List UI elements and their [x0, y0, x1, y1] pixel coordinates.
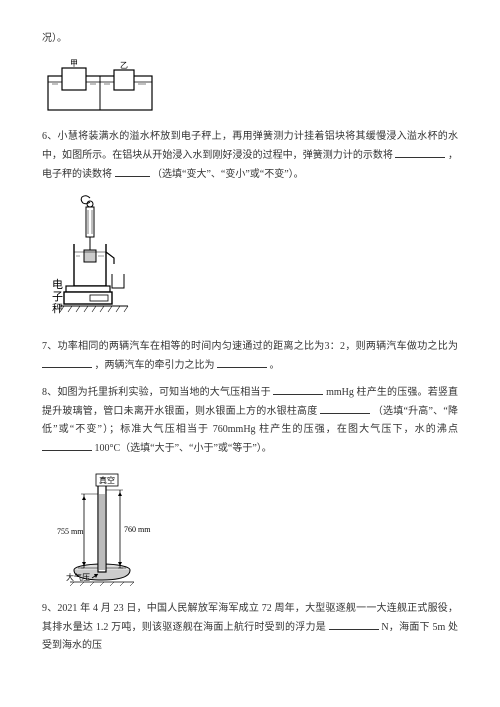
svg-text:755 mm: 755 mm [57, 527, 84, 536]
question-9: 9、2021 年 4 月 23 日，中国人民解放军海军成立 72 周年，大型驱逐… [42, 600, 458, 655]
svg-text:秤: 秤 [52, 302, 63, 315]
svg-text:子: 子 [52, 290, 63, 303]
svg-text:760 mm: 760 mm [124, 525, 151, 534]
q9-blank-1 [329, 618, 379, 630]
fig1-label-yi: 乙 [120, 61, 128, 70]
q7-text-b: ，两辆汽车的牵引力之比为 [95, 360, 215, 371]
q7-blank-1 [42, 356, 92, 368]
q8-blank-1 [273, 383, 323, 395]
q6-text-c: （选填“变大”、“变小”或“不变”）。 [152, 169, 304, 180]
intro-line: 况）。 [42, 30, 458, 48]
fig1-label-jia: 甲 [70, 59, 78, 68]
q6-blank-2 [115, 165, 150, 177]
question-7: 7、功率相同的两辆汽车在相等的时间内匀速通过的距离之比为3：2，则两辆汽车做功之… [42, 338, 458, 375]
q7-text-c: 。 [270, 360, 280, 371]
intro-text: 况）。 [42, 33, 67, 44]
q7-text-a: 7、功率相同的两辆汽车在相等的时间内匀速通过的距离之比为3：2，则两辆汽车做功之… [42, 341, 458, 352]
svg-text:真空: 真空 [99, 475, 115, 485]
q8-text-d: 100°C（选填“大于”、“小于”或“等于”）。 [95, 443, 272, 454]
q8-blank-3 [42, 439, 92, 451]
svg-text:大气压: 大气压 [66, 572, 90, 582]
q8-text-a: 8、如图为托里拆利实验，可知当地的大气压相当于 [42, 387, 271, 398]
q7-blank-2 [217, 356, 267, 368]
q8-blank-2 [320, 402, 370, 414]
question-8: 8、如图为托里拆利实验，可知当地的大气压相当于 mmHg 柱产生的压强。若竖直提… [42, 383, 458, 458]
figure-1: 甲 乙 [46, 58, 458, 114]
svg-text:电: 电 [52, 278, 63, 291]
figure-3: 真空 755 mm 760 mm 大气压 [54, 468, 458, 586]
question-6: 6、小慧将装满水的溢水杯放到电子秤上，再用弹簧测力计挂着铝块将其缓慢浸入溢水杯的… [42, 128, 458, 184]
q6-blank-1 [395, 146, 445, 158]
figure-2: 电 子 秤 [50, 194, 458, 324]
